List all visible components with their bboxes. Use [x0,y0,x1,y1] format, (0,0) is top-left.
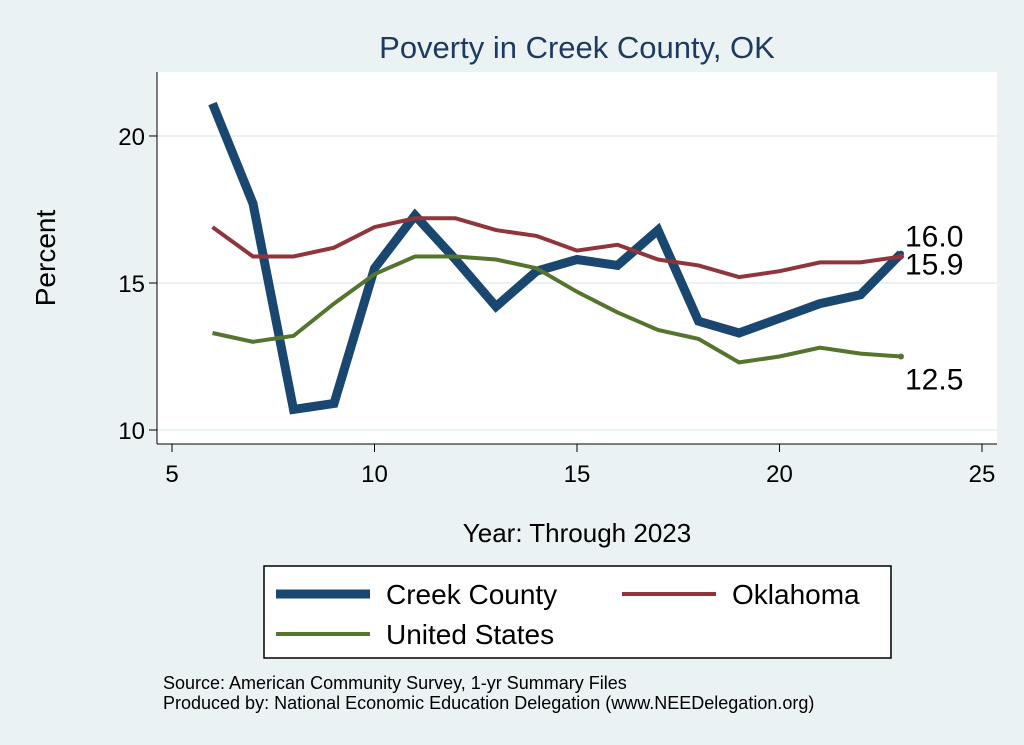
x-tick-label: 15 [564,461,591,488]
legend-label-oklahoma: Oklahoma [732,579,860,610]
end-label-oklahoma: 15.9 [905,249,963,282]
series-end-marker-united-states [898,353,904,360]
series-lines [208,101,905,415]
y-tick-label: 10 [118,418,145,445]
axis-ticks: 10 15 20 5 10 15 20 25 [118,124,995,488]
chart-title: Poverty in Creek County, OK [379,30,775,65]
legend-box [263,565,892,659]
producer-note: Produced by: National Economic Education… [163,693,814,713]
end-label-creek-county: 16.0 [905,221,963,254]
y-axis-label: Percent [30,210,61,307]
legend-label-united-states: United States [386,619,554,650]
x-axis-label: Year: Through 2023 [463,518,691,548]
x-tick-label: 25 [969,461,996,488]
x-tick-label: 5 [165,461,178,488]
end-label-united-states: 12.5 [905,363,963,396]
x-tick-label: 20 [766,461,793,488]
source-note: Source: American Community Survey, 1-yr … [163,673,627,693]
legend-label-creek-county: Creek County [386,579,557,610]
y-tick-label: 15 [118,271,145,298]
series-line-creek-county [208,101,905,415]
grid-lines [157,134,997,431]
series-line-oklahoma [211,216,902,280]
x-tick-label: 10 [361,461,388,488]
y-tick-label: 20 [118,124,145,151]
end-labels: 16.015.9 12.5 [905,221,963,397]
series-line-united-states [212,254,902,365]
series-end-marker-oklahoma [898,253,904,260]
legend: Creek County Oklahoma United States [263,565,892,659]
